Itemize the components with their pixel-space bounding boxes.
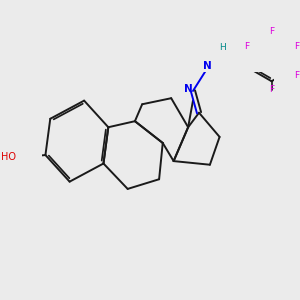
Text: HO: HO [1, 152, 16, 163]
Text: H: H [219, 43, 226, 52]
Text: N: N [184, 84, 192, 94]
Text: F: F [294, 71, 299, 80]
Text: F: F [294, 42, 299, 51]
Text: F: F [269, 27, 274, 36]
Text: F: F [244, 42, 249, 51]
Text: N: N [203, 61, 212, 71]
Text: F: F [269, 85, 274, 94]
